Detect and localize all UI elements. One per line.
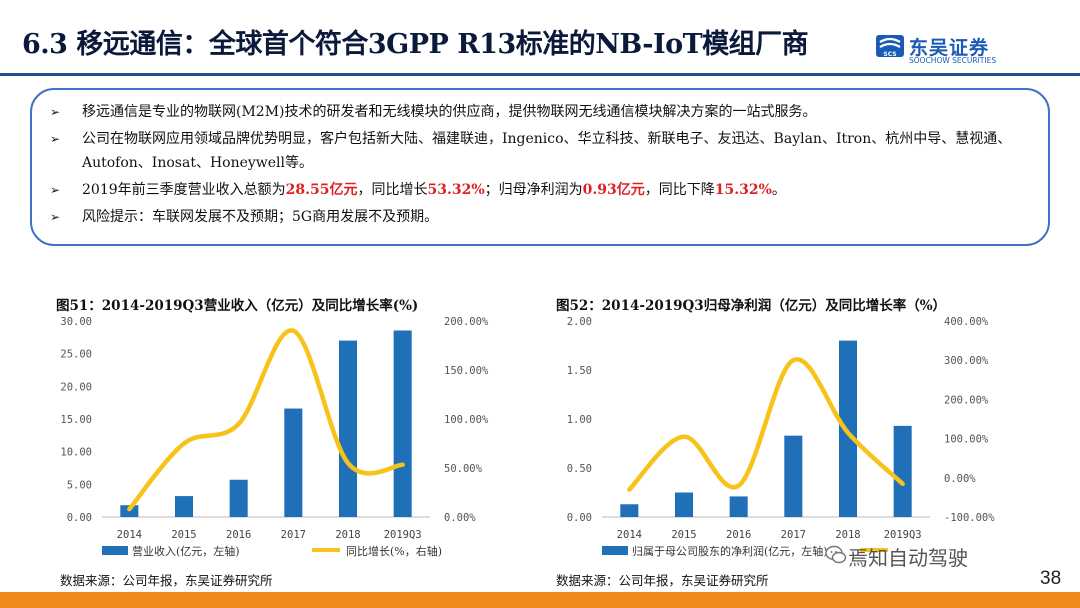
y2-tick-label: 150.00% [444, 365, 489, 377]
x-tick-label: 2018 [335, 529, 360, 541]
bullet-item: ➢ 移远通信是专业的物联网(M2M)技术的研发者和无线模块的供应商，提供物联网无线… [50, 100, 1040, 124]
bullet-text-part: 移远通信是专业的物联网(M2M)技术的研发者和无线模块的供应商，提供物联网无线通… [82, 104, 817, 120]
y-tick-label: 10.00 [60, 447, 92, 459]
y2-tick-label: 100.00% [944, 434, 989, 446]
bar [229, 479, 248, 517]
title-bar: 6.3 移远通信：全球首个符合3GPP R13标准的NB-IoT模组厂商 [0, 0, 1080, 78]
bar [620, 504, 639, 517]
bar [784, 435, 803, 517]
y2-tick-label: -100.00% [944, 512, 995, 524]
y-tick-label: 30.00 [60, 316, 92, 328]
chart1-source: 数据来源：公司年报，东吴证券研究所 [60, 573, 273, 588]
bullet-arrow-icon: ➢ [50, 105, 61, 119]
wechat-icon [825, 545, 847, 564]
bullet-list: ➢ 移远通信是专业的物联网(M2M)技术的研发者和无线模块的供应商，提供物联网无线… [50, 100, 1040, 232]
y-tick-label: 1.00 [567, 414, 592, 426]
bar [893, 425, 912, 517]
y2-tick-label: 100.00% [444, 414, 489, 426]
legend-line-label: 同比增长(%，右轴) [346, 544, 442, 558]
x-tick-label: 2017 [781, 529, 806, 541]
summary-box: ➢ 移远通信是专业的物联网(M2M)技术的研发者和无线模块的供应商，提供物联网无线… [30, 88, 1050, 246]
title-underline [0, 73, 1080, 76]
bullet-arrow-icon: ➢ [50, 183, 61, 197]
bullet-item: ➢ 2019年前三季度营业收入总额为28.55亿元，同比增长53.32%；归母净利… [50, 178, 1040, 202]
page-number: 38 [1040, 568, 1062, 589]
bar [174, 496, 194, 517]
bullet-text: 移远通信是专业的物联网(M2M)技术的研发者和无线模块的供应商，提供物联网无线通… [82, 100, 1040, 124]
highlight-value: 0.93亿元 [582, 182, 645, 198]
chart1-title: 图51：2014-2019Q3营业收入（亿元）及同比增长率(%) [56, 298, 419, 314]
y2-tick-label: 50.00% [444, 463, 483, 475]
bullet-text-part: 风险提示：车联网发展不及预期；5G商用发展不及预期。 [82, 209, 439, 225]
highlight-value: 53.32% [427, 182, 485, 198]
bottom-bar [0, 592, 1080, 608]
y-tick-label: 0.00 [67, 512, 92, 524]
chart1-revenue: 0.00 5.00 10.00 15.00 20.00 25.00 30.00 0.00% 50… [60, 316, 489, 558]
y-tick-label: 0.50 [567, 463, 592, 475]
bar [338, 340, 358, 517]
y2-tick-label: 400.00% [944, 316, 989, 328]
chart2-net-profit: 0.00 0.50 1.00 1.50 2.00 -100.00% 0.00% 100.00%… [567, 316, 996, 558]
bar [674, 492, 694, 517]
y2-tick-label: 0.00% [444, 512, 476, 524]
x-tick-label: 2016 [726, 529, 751, 541]
bar [284, 408, 303, 517]
chart2-title: 图52：2014-2019Q3归母净利润（亿元）及同比增长率（%） [556, 298, 947, 314]
bullet-text-part: ，同比增长 [357, 182, 428, 198]
y-tick-label: 1.50 [567, 365, 592, 377]
bullet-arrow-icon: ➢ [50, 210, 61, 224]
x-tick-label: 2016 [226, 529, 251, 541]
highlight-value: 28.55亿元 [285, 182, 358, 198]
bullet-text-part: 。 [771, 182, 786, 198]
x-tick-label: 2019Q3 [884, 529, 922, 541]
y-tick-label: 20.00 [60, 381, 92, 393]
x-tick-label: 2015 [171, 529, 196, 541]
logo-english: SOOCHOW SECURITIES [909, 56, 997, 65]
y-tick-label: 5.00 [67, 479, 92, 491]
bullet-text: 公司在物联网应用领域品牌优势明显，客户包括新大陆、福建联迪，Ingenico、华… [82, 127, 1040, 175]
brand-logo: SCS 东吴证券 SOOCHOW SECURITIES [875, 32, 1035, 66]
growth-line [127, 328, 405, 512]
highlight-value: 15.32% [714, 182, 772, 198]
bullet-item: ➢ 风险提示：车联网发展不及预期；5G商用发展不及预期。 [50, 205, 1040, 229]
x-tick-label: 2019Q3 [384, 529, 422, 541]
growth-line [627, 357, 905, 492]
legend-bar-swatch [602, 546, 628, 555]
y-tick-label: 0.00 [567, 512, 592, 524]
logo-mark-icon: SCS [876, 35, 904, 58]
bar [838, 340, 858, 517]
bullet-text: 风险提示：车联网发展不及预期；5G商用发展不及预期。 [82, 205, 1040, 229]
legend-bar-swatch [102, 546, 128, 555]
y-tick-label: 15.00 [60, 414, 92, 426]
bullet-text-part: ；归母净利润为 [484, 182, 583, 198]
chart2-source: 数据来源：公司年报，东吴证券研究所 [556, 573, 769, 588]
bar [393, 330, 412, 517]
bullet-text-part: ，同比下降 [644, 182, 715, 198]
bullet-item: ➢ 公司在物联网应用领域品牌优势明显，客户包括新大陆、福建联迪，Ingenico、… [50, 127, 1040, 175]
x-tick-label: 2017 [281, 529, 306, 541]
legend-bar-label: 归属于母公司股东的净利润(亿元，左轴) [632, 544, 828, 558]
watermark: 焉知自动驾驶 [848, 546, 968, 570]
y2-tick-label: 200.00% [444, 316, 489, 328]
logo-mark-text: SCS [883, 51, 896, 58]
y2-tick-label: 0.00% [944, 473, 976, 485]
bar [729, 496, 748, 517]
bullet-text-part: 2019年前三季度营业收入总额为 [82, 182, 286, 198]
y2-tick-label: 300.00% [944, 355, 989, 367]
x-tick-label: 2014 [617, 529, 642, 541]
x-tick-label: 2018 [835, 529, 860, 541]
bullet-text-part: 公司在物联网应用领域品牌优势明显，客户包括新大陆、福建联迪，Ingenico、华… [82, 131, 1012, 171]
bullet-arrow-icon: ➢ [50, 132, 61, 146]
y-tick-label: 2.00 [567, 316, 592, 328]
legend-bar-label: 营业收入(亿元，左轴) [132, 544, 240, 558]
x-tick-label: 2015 [671, 529, 696, 541]
x-tick-label: 2014 [117, 529, 142, 541]
y2-tick-label: 200.00% [944, 394, 989, 406]
page-title: 6.3 移远通信：全球首个符合3GPP R13标准的NB-IoT模组厂商 [22, 29, 809, 60]
bullet-text: 2019年前三季度营业收入总额为28.55亿元，同比增长53.32%；归母净利润… [82, 178, 1040, 202]
y-tick-label: 25.00 [60, 349, 92, 361]
logo-name: 东吴证券 [909, 37, 990, 59]
